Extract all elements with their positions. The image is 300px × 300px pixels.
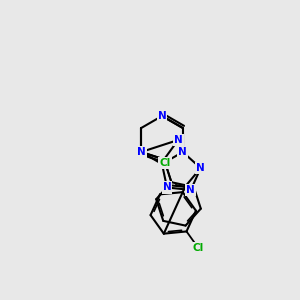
- Text: N: N: [178, 147, 187, 157]
- Text: Cl: Cl: [160, 158, 171, 168]
- Text: N: N: [196, 163, 205, 173]
- Text: N: N: [187, 185, 195, 195]
- Text: N: N: [163, 182, 171, 193]
- Text: N: N: [137, 147, 146, 157]
- Text: N: N: [158, 111, 166, 121]
- Text: N: N: [174, 135, 182, 145]
- Text: Cl: Cl: [193, 243, 204, 253]
